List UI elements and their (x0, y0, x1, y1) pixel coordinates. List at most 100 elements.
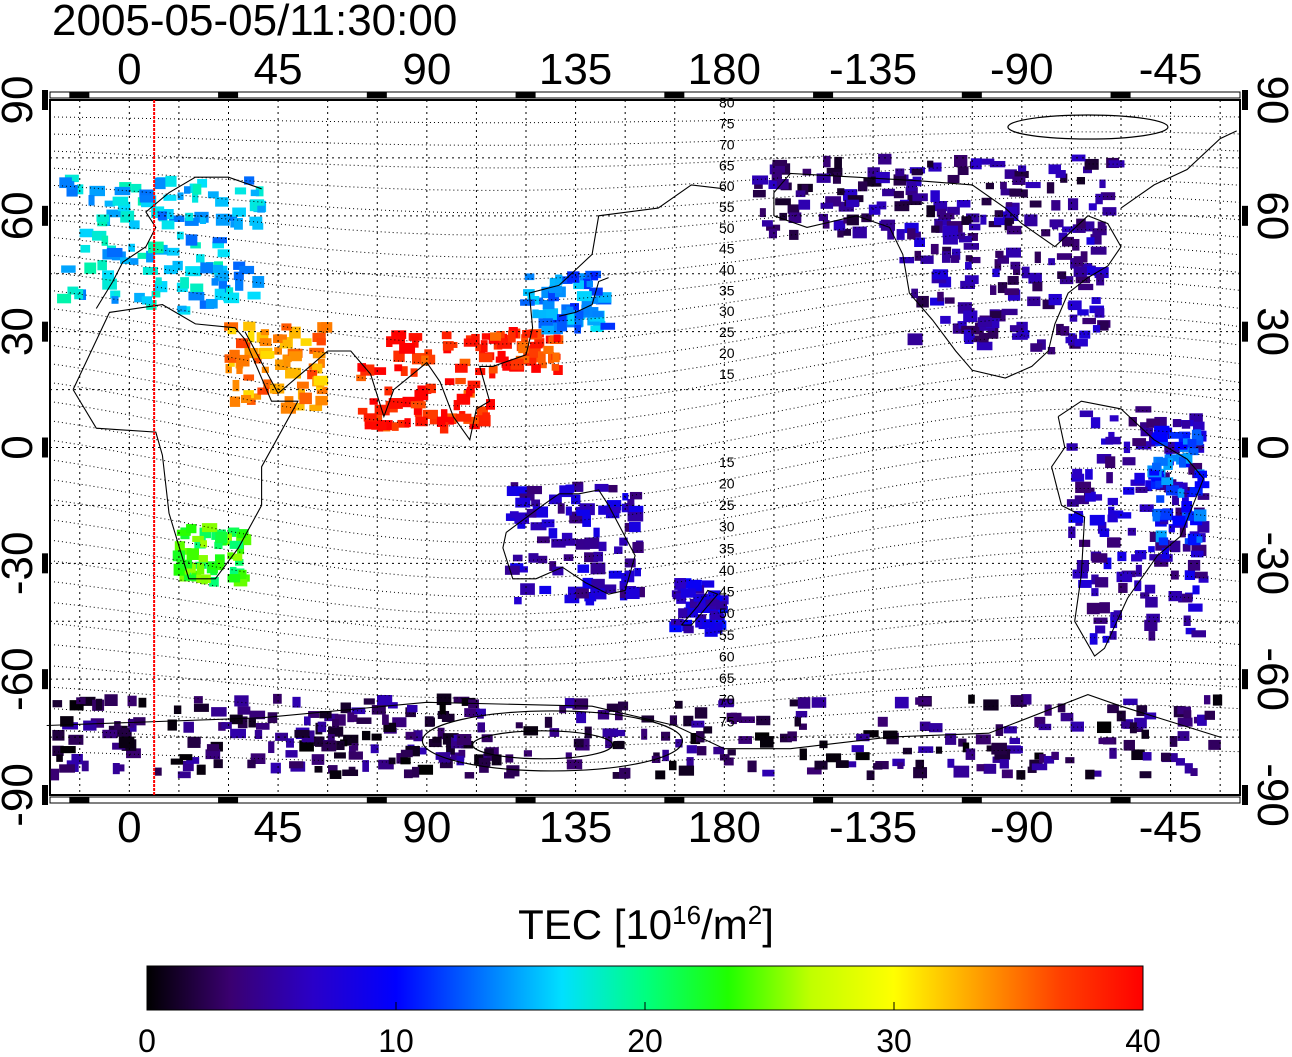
tec-cell (137, 252, 148, 259)
tec-cell (410, 401, 426, 409)
tec-cell (229, 396, 241, 407)
tec-cell (986, 318, 1000, 329)
tec-cell (1168, 432, 1183, 439)
tec-cell (476, 406, 488, 416)
tec-cell (201, 523, 218, 533)
tec-cell (155, 277, 162, 285)
tec-cell (1187, 559, 1201, 571)
left-latitude-tick-label: -90 (0, 763, 42, 827)
tec-cell (138, 697, 147, 708)
tec-cell (1197, 493, 1210, 500)
tec-cell (405, 731, 416, 740)
tec-cell (406, 704, 418, 713)
colorbar-label-unit: /m (701, 901, 748, 948)
tec-cell (475, 367, 486, 376)
tec-cell (1177, 717, 1193, 727)
tec-cell (1155, 530, 1167, 543)
tec-cell (723, 757, 734, 766)
tec-cell (627, 511, 644, 522)
tec-cell (814, 760, 828, 770)
magnetic-contours (49, 115, 1241, 764)
tec-cell (1018, 165, 1027, 172)
tec-region (504, 481, 645, 606)
tec-cell (1172, 419, 1182, 428)
tec-cell (1157, 508, 1172, 520)
magnetic-latitude-line (49, 147, 1241, 169)
left-latitude-tick-label: 30 (0, 307, 42, 356)
tec-cell (455, 413, 472, 422)
tec-cell (110, 290, 117, 299)
tec-cell (926, 205, 936, 218)
tec-cell (1085, 469, 1093, 480)
tec-cell (114, 721, 121, 730)
tec-cell (229, 349, 240, 359)
tec-cell (575, 539, 590, 550)
tec-cell (417, 385, 432, 394)
magnetic-label: 35 (719, 540, 735, 556)
tec-cell (907, 228, 916, 240)
bottom-longitude-tick-label: 180 (688, 803, 761, 852)
magnetic-latitude-line (49, 749, 1241, 764)
tec-cell (993, 217, 1005, 226)
tec-cell (514, 512, 530, 524)
tec-cell (59, 177, 72, 189)
tec-cell (173, 705, 182, 715)
right-latitude-tick-label: 90 (1248, 76, 1292, 125)
frame-tick-mark (1242, 321, 1248, 342)
tec-cell (442, 341, 454, 351)
tec-cell (170, 758, 184, 765)
tec-cell (1190, 550, 1204, 558)
tec-cell (963, 243, 979, 250)
frame-border-strip (49, 796, 1241, 804)
tec-cell (495, 356, 509, 363)
tec-cell (768, 229, 778, 239)
tec-cell (362, 760, 369, 772)
tec-cell (846, 214, 859, 226)
colorbar-ticks: 0 10 20 30 40 (138, 1002, 1161, 1057)
coastline (72, 304, 299, 580)
tec-cell (970, 158, 982, 170)
tec-cell (211, 707, 227, 717)
tec-cell (1091, 574, 1099, 585)
tec-cell (1168, 590, 1183, 602)
tec-cell (912, 193, 928, 202)
tec-cell (233, 577, 248, 587)
tec-cell (1190, 517, 1203, 526)
tec-cell (386, 336, 393, 348)
tec-cell (1108, 506, 1115, 516)
tec-cell (200, 540, 207, 548)
tec-cell (895, 168, 905, 177)
tec-cell (369, 398, 378, 405)
tec-cell (421, 355, 429, 366)
tec-cell (1116, 710, 1126, 722)
tec-cell (84, 262, 97, 274)
magnetic-latitude-line (49, 196, 1241, 236)
tec-cell (1091, 297, 1101, 304)
tec-cell (299, 392, 312, 405)
tec-cell (176, 231, 184, 240)
tec-cell (674, 700, 683, 709)
tec-cell (710, 610, 724, 620)
bottom-longitude-tick-label: 0 (117, 803, 141, 852)
tec-cell (477, 722, 486, 733)
tec-cell (761, 220, 773, 227)
tec-cell (675, 739, 683, 748)
tec-cell (432, 736, 442, 743)
tec-cell (1154, 416, 1167, 429)
tec-cell (529, 341, 543, 349)
tec-cell (1117, 551, 1127, 562)
tec-cell (914, 237, 926, 248)
tec-cell (899, 256, 915, 264)
tec-cell (602, 728, 619, 738)
tec-cell (382, 714, 389, 725)
tec-cell (1098, 737, 1114, 745)
tec-cell (252, 276, 265, 288)
tec-cell (1089, 633, 1098, 645)
magnetic-label: 20 (719, 345, 735, 361)
tec-cell (1102, 207, 1117, 216)
tec-cell (543, 345, 554, 354)
tec-cell (270, 762, 281, 774)
tec-cell (1096, 721, 1112, 734)
tec-cell (806, 767, 822, 775)
tec-cell (823, 155, 831, 168)
